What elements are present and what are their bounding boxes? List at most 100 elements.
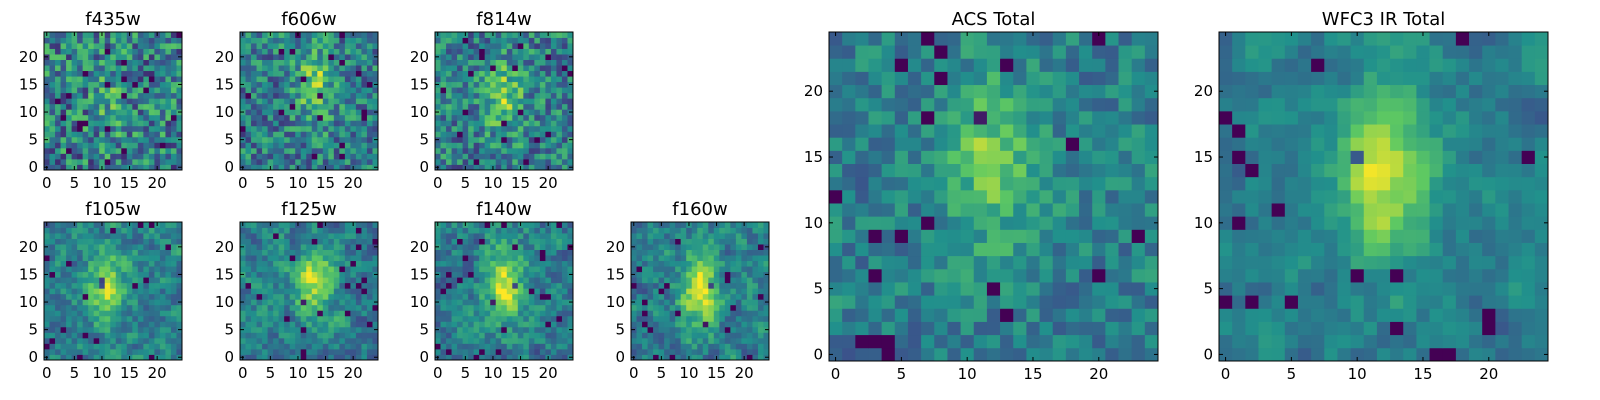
heatmap-cell xyxy=(322,249,329,256)
heatmap-cell xyxy=(669,354,676,361)
heatmap-cell xyxy=(724,299,731,306)
heatmap-cell xyxy=(240,321,246,328)
heatmap-cell xyxy=(490,343,497,350)
heatmap-cell xyxy=(440,337,447,344)
heatmap-cell xyxy=(440,131,447,138)
heatmap-cell xyxy=(556,244,563,250)
heatmap-cell xyxy=(328,147,335,154)
heatmap-cell xyxy=(730,222,737,228)
heatmap-cell xyxy=(636,266,643,273)
heatmap-cell xyxy=(104,233,111,239)
heatmap-cell xyxy=(115,266,122,273)
heatmap-cell xyxy=(842,295,856,309)
heatmap-cell xyxy=(1079,242,1093,257)
heatmap-cell xyxy=(457,136,463,143)
heatmap-cell xyxy=(273,92,280,99)
heatmap-cell xyxy=(245,266,252,273)
heatmap-cell xyxy=(137,59,144,66)
heatmap-cell xyxy=(60,131,67,138)
heatmap-cell xyxy=(647,348,654,355)
heatmap-cell xyxy=(501,222,508,228)
heatmap-cell xyxy=(159,249,166,256)
heatmap-cell xyxy=(757,249,764,256)
heatmap-cell xyxy=(289,315,296,322)
heatmap-cell xyxy=(868,268,883,283)
heatmap-cell xyxy=(1000,229,1014,243)
heatmap-cell xyxy=(251,282,257,289)
heatmap-cell xyxy=(143,98,150,105)
heatmap-cell xyxy=(366,348,373,355)
heatmap-cell xyxy=(479,271,486,278)
heatmap-cell xyxy=(534,222,541,228)
heatmap-cell xyxy=(240,238,246,245)
heatmap-cell xyxy=(561,65,568,72)
heatmap-cell xyxy=(506,92,513,99)
heatmap-cell xyxy=(1079,176,1093,191)
y-tick-label: 5 xyxy=(419,131,429,149)
heatmap-cell xyxy=(93,332,100,339)
heatmap-cell xyxy=(534,293,541,300)
heatmap-cell xyxy=(137,244,144,250)
heatmap-cell xyxy=(468,233,475,239)
heatmap-cell xyxy=(539,43,546,49)
heatmap-cell xyxy=(355,343,362,350)
heatmap-cell xyxy=(245,92,252,99)
heatmap-cell xyxy=(451,266,458,273)
heatmap-cell xyxy=(148,37,155,44)
heatmap-cell xyxy=(829,334,843,349)
heatmap-cell xyxy=(440,65,447,72)
heatmap-cell xyxy=(278,158,285,165)
heatmap-cell xyxy=(339,249,346,256)
heatmap-cell xyxy=(675,326,682,333)
heatmap-cell xyxy=(267,37,274,44)
heatmap-cell xyxy=(77,288,84,295)
heatmap-cell xyxy=(267,304,274,311)
heatmap-cell xyxy=(126,98,133,105)
heatmap-cell xyxy=(110,282,117,289)
heatmap-cell xyxy=(55,32,61,38)
heatmap-cell xyxy=(278,315,285,322)
heatmap-cell xyxy=(921,308,935,322)
heatmap-cell xyxy=(82,238,89,245)
heatmap-cell xyxy=(99,238,106,245)
heatmap-cell xyxy=(495,70,502,77)
panel-title: f606w xyxy=(281,9,336,30)
heatmap-cell xyxy=(724,304,731,311)
heatmap-cell xyxy=(49,266,56,273)
heatmap-cell xyxy=(44,153,50,160)
heatmap-cell xyxy=(921,216,935,230)
heatmap-cell xyxy=(110,81,117,88)
heatmap-cell xyxy=(245,103,252,110)
heatmap-cell xyxy=(267,255,274,262)
heatmap-cell xyxy=(757,244,764,250)
heatmap-cell xyxy=(71,310,78,317)
heatmap-cell xyxy=(284,326,291,333)
heatmap-cell xyxy=(842,163,856,178)
heatmap-cell xyxy=(154,326,161,333)
heatmap-cell xyxy=(719,222,726,228)
heatmap-cell xyxy=(245,87,252,94)
heatmap-cell xyxy=(664,310,671,317)
heatmap-cell xyxy=(561,147,568,154)
heatmap-cell xyxy=(675,321,682,328)
heatmap-cell xyxy=(697,222,704,228)
heatmap-cell xyxy=(440,260,447,267)
heatmap-cell xyxy=(154,304,161,311)
heatmap-cell xyxy=(295,249,302,256)
heatmap-cell xyxy=(512,238,519,245)
heatmap-cell xyxy=(77,348,84,355)
heatmap-cell xyxy=(550,332,557,339)
heatmap-cell xyxy=(680,244,687,250)
heatmap-cell xyxy=(143,293,150,300)
heatmap-cell xyxy=(82,299,89,306)
heatmap-cell xyxy=(457,315,463,322)
heatmap-cell xyxy=(88,136,95,143)
heatmap-cell xyxy=(484,326,491,333)
heatmap-cell xyxy=(278,37,285,44)
heatmap-cell xyxy=(126,153,133,160)
heatmap-cell xyxy=(306,354,313,361)
heatmap-cell xyxy=(159,260,166,267)
heatmap-cell xyxy=(719,255,726,262)
heatmap-cell xyxy=(757,321,764,328)
